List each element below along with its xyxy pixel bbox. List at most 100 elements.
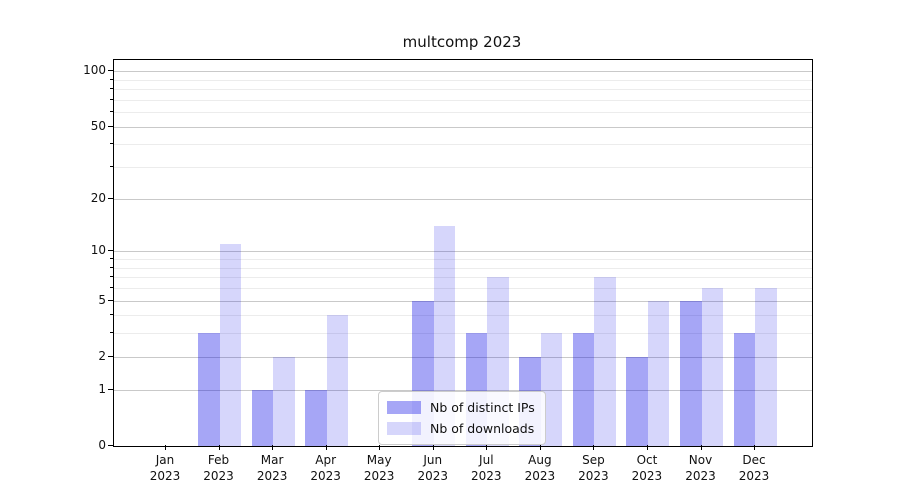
x-tick-year: 2023 [256, 469, 288, 483]
x-tick-label: Sep 2023 [563, 452, 623, 484]
x-tick-month: Jul [479, 453, 494, 467]
y-minor-tick [110, 286, 113, 288]
gridline-minor [114, 287, 812, 289]
gridline-minor [114, 315, 812, 317]
gridline-major [114, 251, 812, 253]
x-tick-year: 2023 [310, 469, 341, 483]
x-tick-label: Apr 2023 [296, 452, 356, 484]
y-minor-tick [110, 314, 113, 316]
plot-area [113, 59, 813, 447]
bar-distinct-ips [733, 333, 756, 446]
x-tick [432, 445, 434, 450]
gridline-major [114, 300, 812, 302]
y-minor-tick [110, 111, 113, 113]
x-tick-month: Aug [528, 453, 552, 467]
x-tick-month: Mar [260, 453, 284, 467]
gridline-major [114, 389, 812, 391]
bar-downloads [594, 277, 616, 446]
x-tick [218, 445, 220, 450]
x-tick [325, 445, 327, 450]
x-tick-year: 2023 [524, 469, 556, 483]
bar-distinct-ips [251, 389, 274, 446]
legend-item: Nb of downloads [387, 418, 537, 439]
y-minor-tick [110, 258, 113, 260]
x-tick-year: 2023 [631, 469, 663, 483]
x-tick-month: Dec [742, 453, 766, 467]
y-minor-tick [110, 98, 113, 100]
gridline-minor [114, 333, 812, 335]
chart-title: multcomp 2023 [402, 33, 522, 51]
x-tick-year: 2023 [685, 469, 716, 483]
gridline-minor [114, 144, 812, 146]
x-tick-month: Jun [423, 453, 443, 467]
x-tick-month: Apr [315, 453, 337, 467]
gridline-minor [114, 79, 812, 81]
gridline-minor [114, 277, 812, 279]
y-minor-tick [110, 266, 113, 268]
y-tick [108, 125, 113, 127]
x-tick-month: Jan [155, 453, 175, 467]
y-tick-label: 1 [98, 381, 106, 396]
x-tick-label: Dec 2023 [724, 452, 784, 484]
bar-downloads [326, 315, 349, 446]
x-tick-month: May [366, 453, 392, 467]
bar-distinct-ips [626, 356, 648, 446]
legend-label-distinct-ips: Nb of distinct IPs [430, 400, 535, 415]
gridline-minor [114, 259, 812, 261]
y-tick-label: 10 [90, 243, 106, 258]
bar-downloads [701, 287, 723, 446]
bar-distinct-ips [572, 333, 595, 446]
x-tick [646, 445, 648, 450]
bar-downloads [755, 287, 777, 446]
y-tick-label: 2 [98, 348, 106, 363]
x-tick-month: Sep [582, 453, 605, 467]
y-tick [108, 299, 113, 301]
y-tick [108, 250, 113, 252]
legend-item: Nb of distinct IPs [387, 397, 537, 418]
y-tick [108, 388, 113, 390]
gridline-minor [114, 112, 812, 114]
x-tick [486, 445, 488, 450]
gridline-minor [114, 89, 812, 91]
x-tick-label: Aug 2023 [510, 452, 570, 484]
y-tick-label: 50 [90, 118, 106, 133]
bar-downloads [219, 244, 242, 446]
y-minor-tick [110, 276, 113, 278]
x-tick [272, 445, 274, 450]
y-tick [108, 445, 113, 446]
gridline-major [114, 198, 812, 200]
gridline-major [114, 71, 812, 73]
y-minor-tick [110, 166, 113, 168]
y-minor-tick [110, 88, 113, 90]
x-tick-label: May 2023 [349, 452, 409, 484]
x-tick-year: 2023 [578, 469, 609, 483]
y-tick [108, 70, 113, 72]
y-minor-tick [110, 332, 113, 334]
x-tick-month: Nov [688, 453, 713, 467]
x-tick [165, 445, 166, 450]
y-minor-tick [110, 143, 113, 145]
y-tick-label: 0 [98, 438, 106, 452]
x-tick-label: Mar 2023 [242, 452, 302, 484]
x-tick [593, 445, 595, 450]
x-tick-year: 2023 [149, 469, 181, 483]
x-tick [700, 445, 702, 450]
gridline-major [114, 126, 812, 128]
x-tick [539, 445, 541, 450]
x-tick [379, 445, 381, 450]
legend-label-downloads: Nb of downloads [430, 421, 535, 436]
y-tick [108, 355, 113, 357]
bar-distinct-ips [305, 389, 327, 446]
x-tick-label: Jun 2023 [403, 452, 463, 484]
x-tick [754, 445, 756, 450]
gridline-minor [114, 99, 812, 101]
x-tick-month: Feb [207, 453, 230, 467]
x-tick-label: Oct 2023 [617, 452, 677, 484]
legend-swatch-downloads [387, 422, 421, 435]
bar-downloads [647, 300, 670, 446]
x-tick-month: Oct [636, 453, 658, 467]
x-tick-label: Feb 2023 [189, 452, 249, 484]
legend: Nb of distinct IPs Nb of downloads [378, 391, 546, 445]
bar-downloads [540, 333, 563, 446]
